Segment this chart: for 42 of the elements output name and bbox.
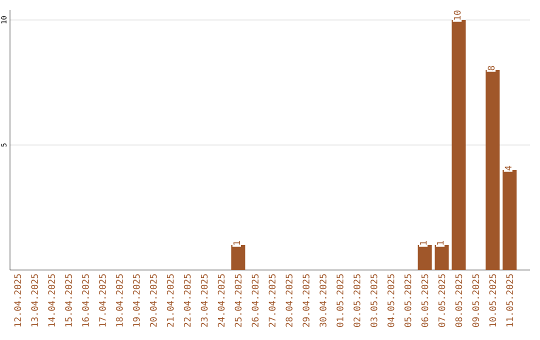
x-tick-label: 19.04.2025 [133, 274, 140, 326]
bar [486, 70, 500, 270]
x-tick-label: 06.05.2025 [421, 274, 428, 327]
x-tick-label: 03.05.2025 [370, 274, 378, 327]
bar [434, 245, 449, 270]
x-tick-label: 18.04.2025 [116, 274, 123, 326]
x-tick-label: 10.05.2025 [489, 274, 496, 326]
x-tick-label: 14.04.2025 [48, 274, 55, 326]
x-tick-label: 13.04.2025 [31, 274, 38, 326]
x-tick-label: 09.05.2025 [472, 274, 480, 327]
bar [418, 245, 432, 270]
x-tick-label: 12.04.2025 [14, 274, 22, 326]
x-tick-label: 15.04.2025 [65, 274, 72, 326]
x-tick-label: 04.05.2025 [387, 274, 394, 327]
data-label: 8 [488, 66, 495, 70]
x-tick-label: 20.04.2025 [150, 274, 157, 327]
x-tick-label: 01.05.2025 [336, 274, 344, 327]
x-tick-label: 05.05.2025 [404, 274, 412, 327]
x-tick-label: 22.04.2025 [184, 274, 191, 327]
x-tick-label: 24.04.2025 [218, 274, 225, 327]
bar [231, 245, 246, 270]
data-label: 1 [233, 241, 240, 245]
bar [452, 20, 466, 270]
x-tick-label: 29.04.2025 [302, 274, 310, 327]
x-tick-label: 25.04.2025 [234, 274, 242, 327]
x-tick-label: 08.05.2025 [455, 274, 462, 327]
x-tick-label: 11.05.2025 [506, 274, 514, 326]
x-tick-label: 07.05.2025 [438, 274, 446, 327]
x-tick-label: 30.04.2025 [320, 274, 326, 327]
data-label: 1 [420, 241, 427, 245]
x-tick-label: 21.04.2025 [166, 274, 174, 327]
data-label: 1 [437, 241, 444, 245]
x-tick-label: 17.04.2025 [99, 274, 106, 326]
x-tick-label: 16.04.2025 [82, 274, 89, 326]
x-tick-label: 23.04.2025 [200, 274, 208, 327]
data-label: 4 [504, 166, 512, 170]
x-tick-label: 02.05.2025 [354, 274, 360, 327]
x-tick-label: 26.04.2025 [252, 274, 259, 327]
x-tick-label: 28.04.2025 [286, 274, 292, 327]
bar [502, 170, 517, 270]
data-label: 10 [454, 10, 461, 20]
x-tick-label: 27.04.2025 [268, 274, 276, 327]
